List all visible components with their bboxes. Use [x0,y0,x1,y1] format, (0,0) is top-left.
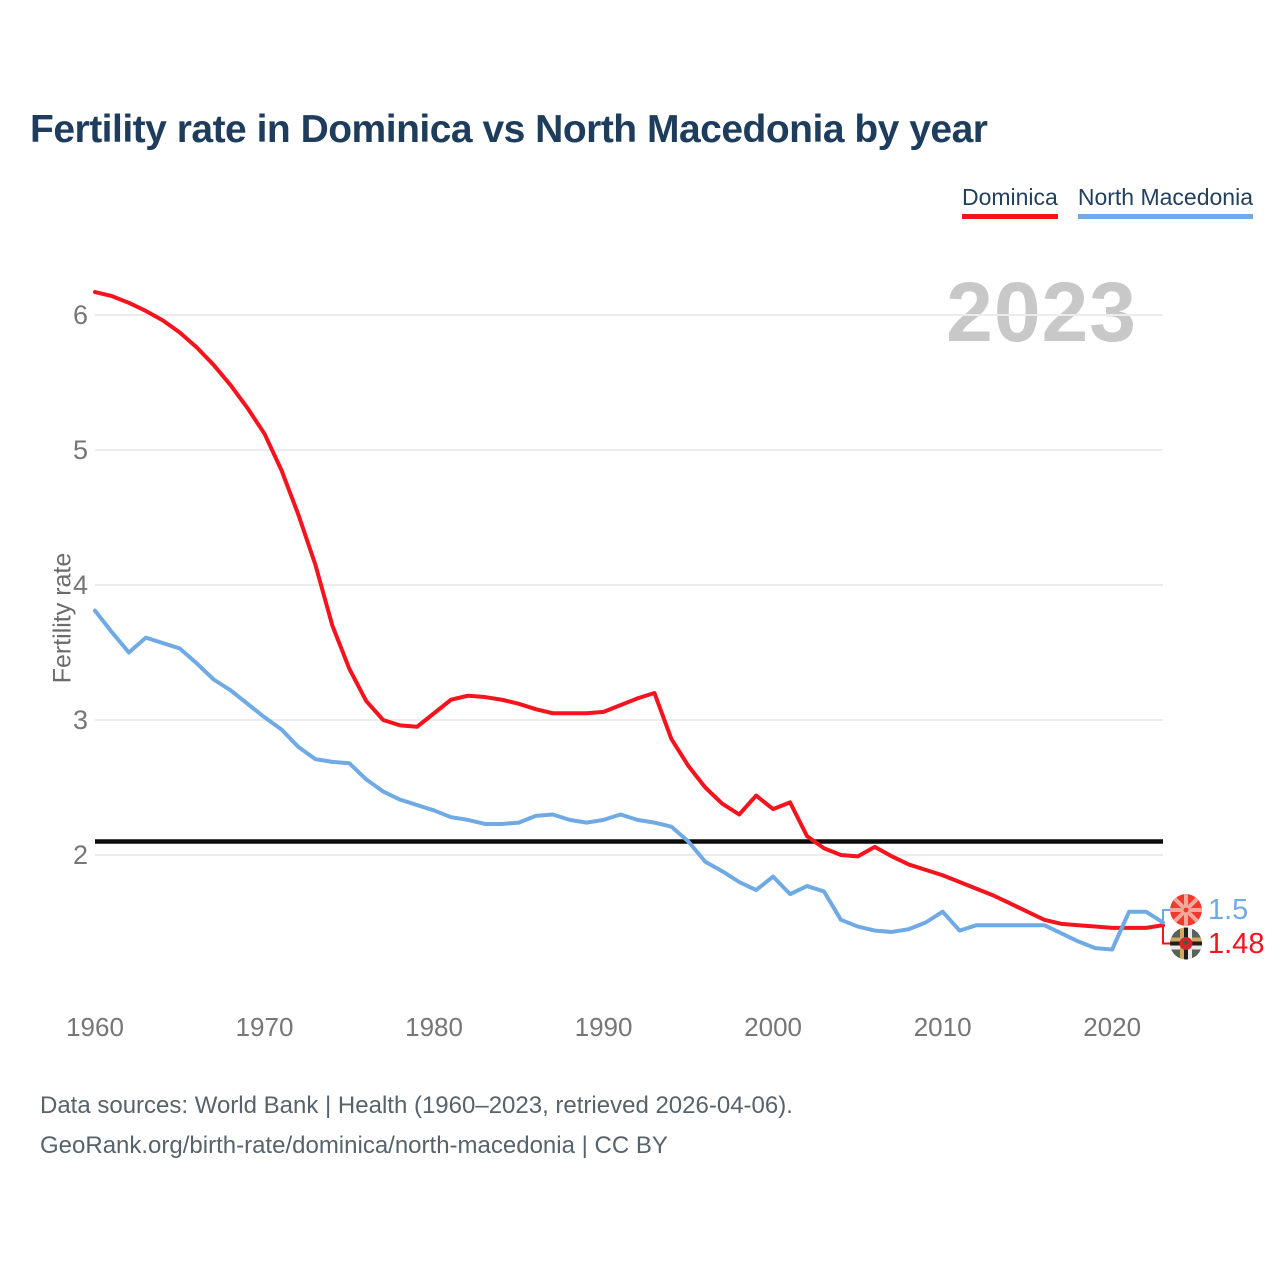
footer-source-line: Data sources: World Bank | Health (1960–… [40,1092,793,1119]
y-tick-label: 2 [72,840,88,870]
legend-item-north-macedonia[interactable]: North Macedonia [1077,184,1253,219]
x-tick-label: 1990 [574,1012,633,1042]
footer-attribution-line: GeoRank.org/birth-rate/dominica/north-ma… [40,1132,668,1159]
dominica-flag [1170,927,1202,960]
watermark-year: 2023 [946,265,1137,359]
x-tick-label: 2000 [744,1012,803,1042]
y-tick-label: 3 [72,705,88,735]
end-value-label: 1.48 [1208,927,1265,960]
x-tick-label: 2010 [913,1012,972,1042]
series-line-north-macedonia [93,608,1165,952]
y-tick-label: 4 [72,570,88,600]
legend-item-dominica[interactable]: Dominica [961,184,1058,219]
y-tick-label: 5 [72,435,88,465]
chart-title: Fertility rate in Dominica vs North Mace… [30,108,988,151]
end-connector [1162,909,1170,923]
x-tick-label: 2020 [1083,1012,1142,1042]
x-tick-label: 1960 [66,1012,124,1042]
y-tick-label: 6 [72,300,88,330]
legend: Dominica North Macedonia [961,184,1253,219]
x-tick-label: 1980 [405,1012,463,1042]
end-connector [1162,925,1170,945]
series-line-dominica [93,290,1165,930]
footer: Data sources: World Bank | Health (1960–… [40,1086,793,1166]
end-value-label: 1.5 [1208,894,1249,926]
x-tick-label: 1970 [235,1012,294,1042]
north-macedonia-flag [1170,894,1202,926]
